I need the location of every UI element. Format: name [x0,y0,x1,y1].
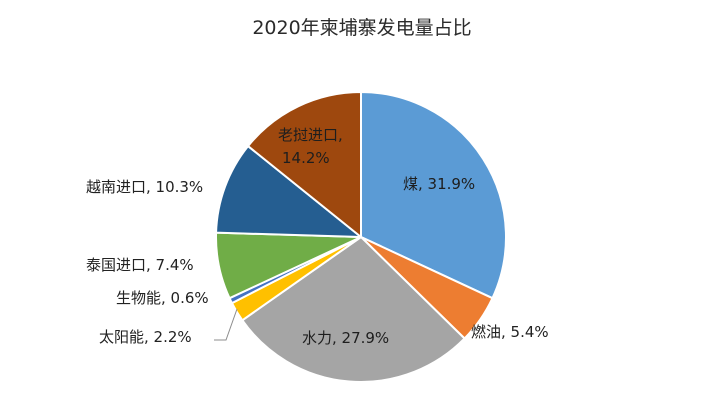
label-fuel-oil: 燃油, 5.4% [471,323,549,341]
label-laos-import-line1: 老挝进口, [278,126,343,144]
chart-title: 2020年柬埔寨发电量占比 [252,17,471,39]
pie-slice-6 [215,145,362,238]
label-coal: 煤, 31.9% [403,175,475,193]
label-solar: 太阳能, 2.2% [99,328,192,346]
label-hydro: 水力, 27.9% [302,329,389,347]
pie-slice-7 [247,91,362,238]
leader-line-solar [214,308,238,341]
pie-slices [215,91,507,383]
label-thailand-import: 泰国进口, 7.4% [86,256,194,274]
label-biomass: 生物能, 0.6% [116,289,209,307]
pie-slice-0 [360,91,507,300]
label-vietnam-import: 越南进口, 10.3% [86,178,203,196]
pie-slice-2 [241,236,466,383]
label-laos-import-line2: 14.2% [282,149,330,167]
